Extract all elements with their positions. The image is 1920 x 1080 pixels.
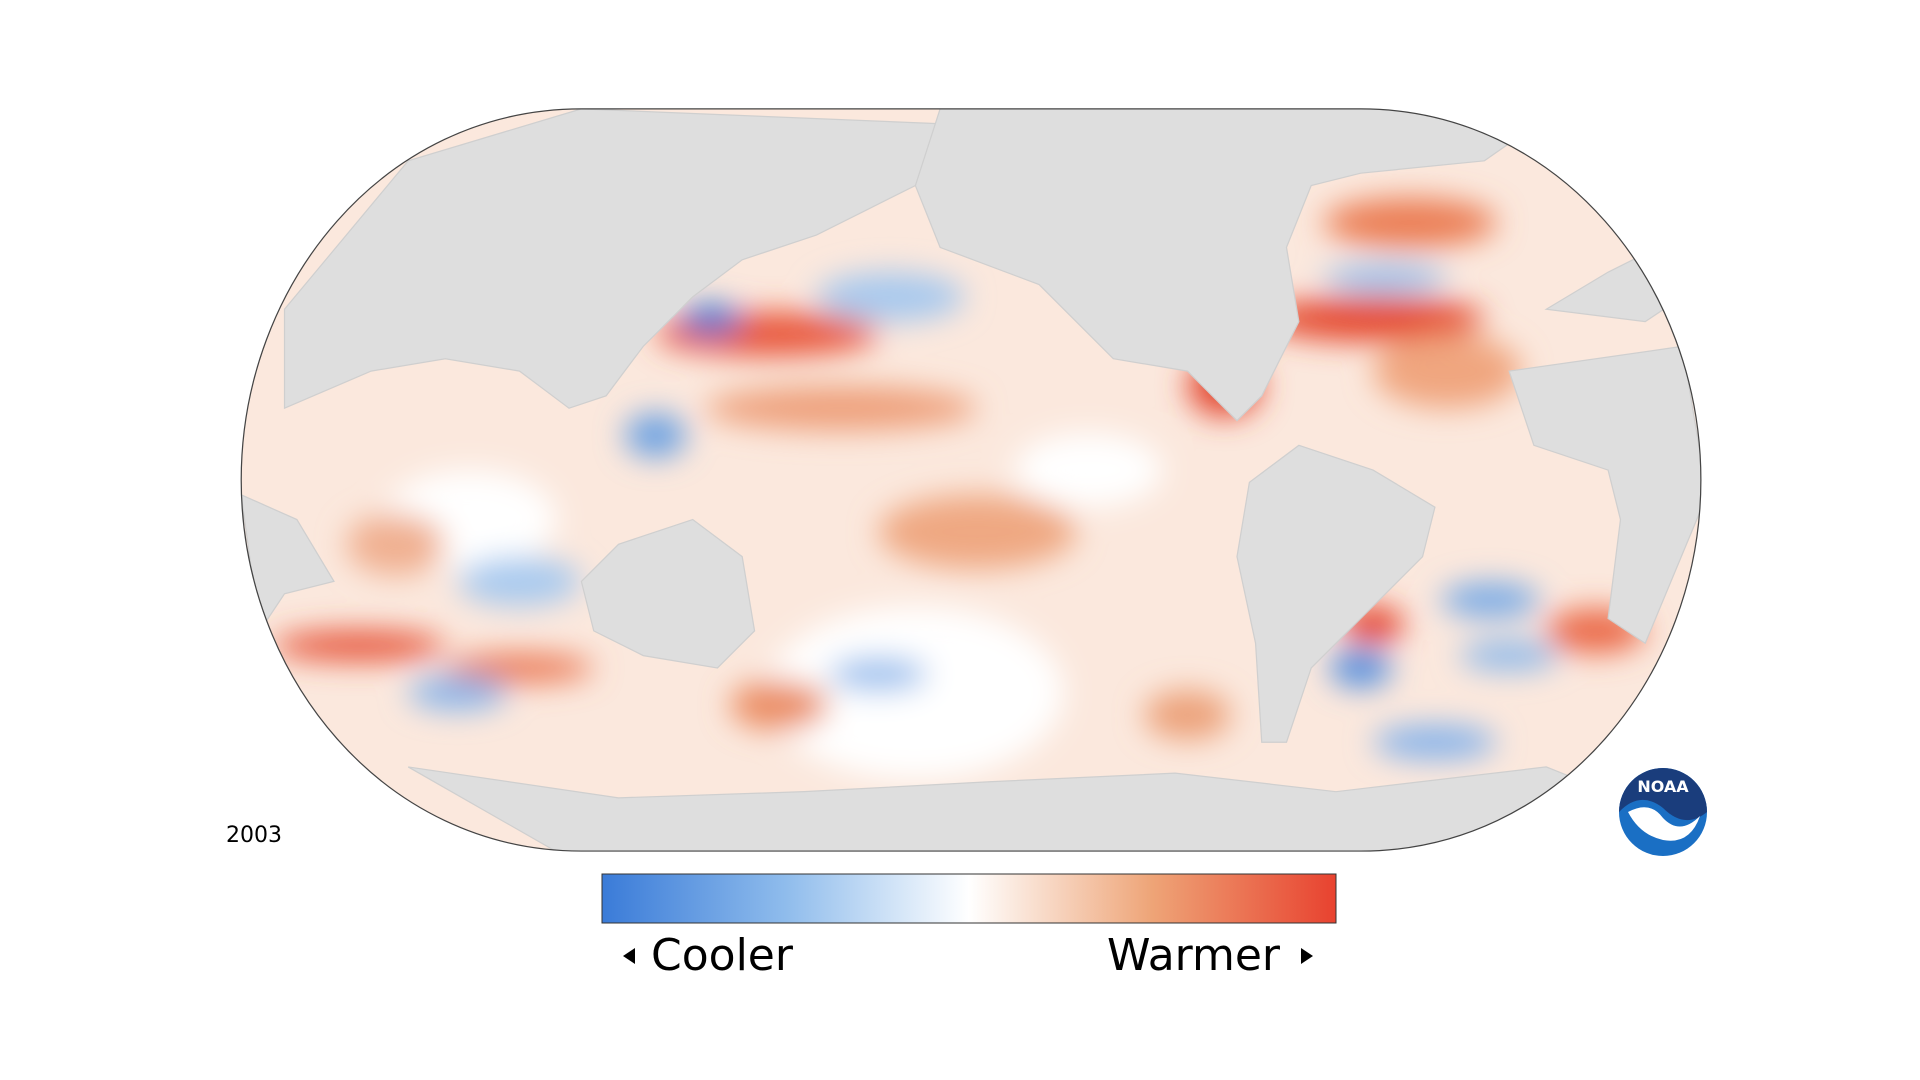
- color-bar: [601, 873, 1337, 924]
- land: [241, 108, 1701, 852]
- map: [240, 108, 1702, 852]
- year-label: 2003: [226, 823, 282, 848]
- map-outline: [240, 108, 1702, 852]
- anomaly-field: [241, 108, 1701, 852]
- warmer-label: Warmer: [1107, 930, 1281, 981]
- cooler-label: Cooler: [651, 930, 794, 981]
- noaa-logo: NOAA: [1619, 768, 1707, 856]
- cooler-arrow: [623, 948, 635, 964]
- warmer-arrow: [1301, 948, 1313, 964]
- logo-text: NOAA: [1637, 777, 1689, 796]
